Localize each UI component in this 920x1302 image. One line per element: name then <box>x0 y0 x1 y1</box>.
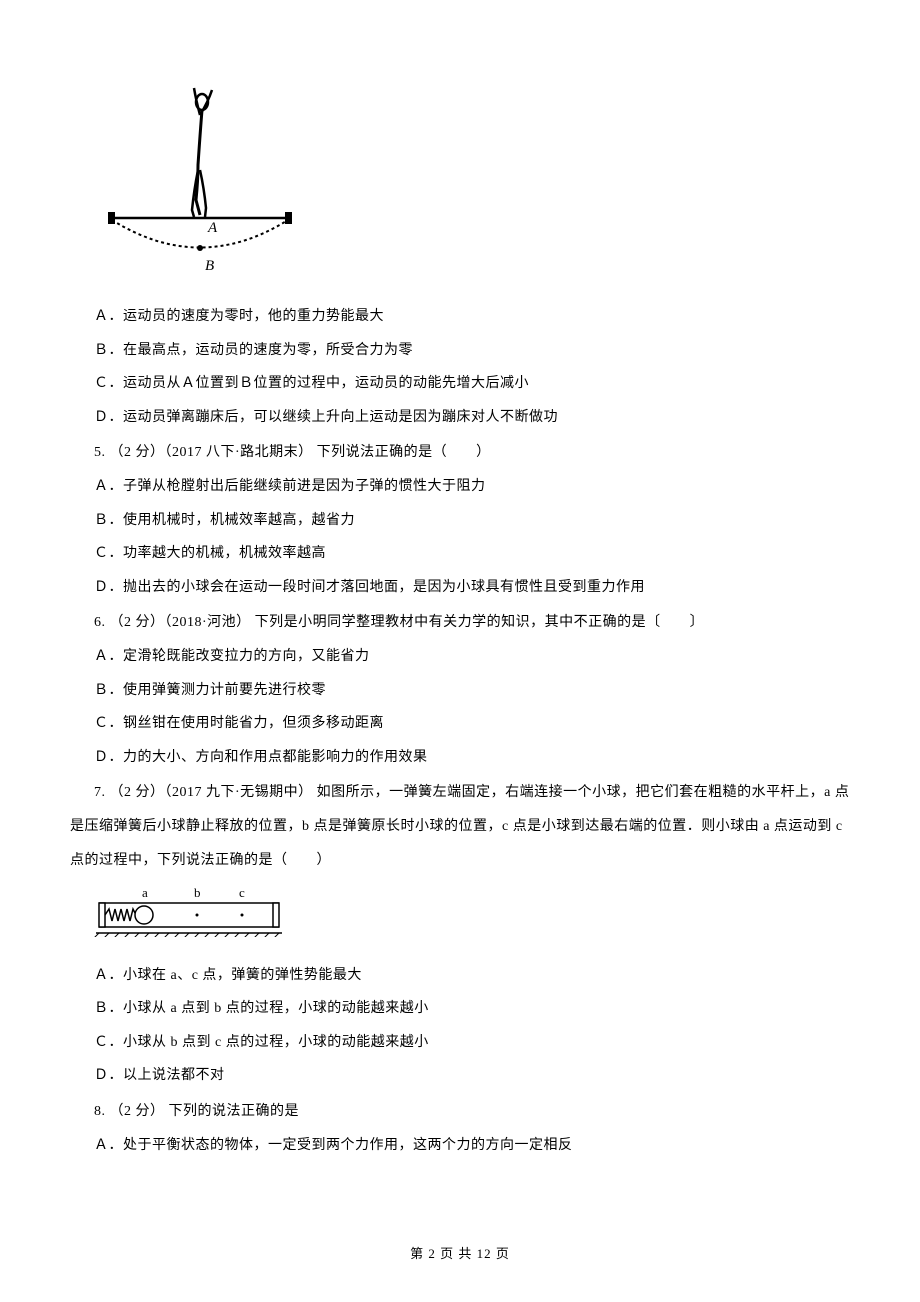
q6-option-d: Ｄ．力的大小、方向和作用点都能影响力的作用效果 <box>94 741 850 775</box>
q6-option-b: Ｂ．使用弹簧测力计前要先进行校零 <box>94 674 850 708</box>
page-footer: 第 2 页 共 12 页 <box>0 1243 920 1262</box>
q5-option-c: Ｃ．功率越大的机械，机械效率越高 <box>94 537 850 571</box>
q8-option-a: Ａ．处于平衡状态的物体，一定受到两个力作用，这两个力的方向一定相反 <box>94 1129 850 1163</box>
q5-option-a: Ａ．子弹从枪膛射出后能继续前进是因为子弹的惯性大于阻力 <box>94 470 850 504</box>
q7-option-d: Ｄ．以上说法都不对 <box>94 1059 850 1093</box>
page-content: Ａ．运动员的速度为零时，他的重力势能最大 Ｂ．在最高点，运动员的速度为零，所受合… <box>70 300 850 1162</box>
spring-figure: a b c <box>94 885 850 951</box>
trampoline-label-a: A <box>207 220 218 236</box>
trampoline-label-b: B <box>205 258 214 274</box>
spring-label-b: b <box>194 885 201 900</box>
q4-option-b: Ｂ．在最高点，运动员的速度为零，所受合力为零 <box>94 334 850 368</box>
q5-option-b: Ｂ．使用机械时，机械效率越高，越省力 <box>94 504 850 538</box>
q6-option-c: Ｃ．钢丝钳在使用时能省力，但须多移动距离 <box>94 707 850 741</box>
q7-option-c: Ｃ．小球从 b 点到 c 点的过程，小球的动能越来越小 <box>94 1026 850 1060</box>
q4-option-d: Ｄ．运动员弹离蹦床后，可以继续上升向上运动是因为蹦床对人不断做功 <box>94 401 850 435</box>
q7-option-a: Ａ．小球在 a、c 点，弹簧的弹性势能最大 <box>94 959 850 993</box>
q7-stem: 7. （2 分）（2017 九下·无锡期中） 如图所示，一弹簧左端固定，右端连接… <box>70 776 850 877</box>
q4-option-c: Ｃ．运动员从Ａ位置到Ｂ位置的过程中，运动员的动能先增大后减小 <box>94 367 850 401</box>
spring-label-a: a <box>142 885 148 900</box>
q5-stem: 5. （2 分）（2017 八下·路北期末） 下列说法正确的是（ ） <box>94 436 850 470</box>
q6-stem: 6. （2 分）（2018·河池） 下列是小明同学整理教材中有关力学的知识，其中… <box>94 606 850 640</box>
q6-option-a: Ａ．定滑轮既能改变拉力的方向，又能省力 <box>94 640 850 674</box>
q4-option-a: Ａ．运动员的速度为零时，他的重力势能最大 <box>94 300 850 334</box>
spring-label-c: c <box>239 885 245 900</box>
trampoline-figure: A B <box>90 80 850 285</box>
q5-option-d: Ｄ．抛出去的小球会在运动一段时间才落回地面，是因为小球具有惯性且受到重力作用 <box>94 571 850 605</box>
q7-option-b: Ｂ．小球从 a 点到 b 点的过程，小球的动能越来越小 <box>94 992 850 1026</box>
q8-stem: 8. （2 分） 下列的说法正确的是 <box>94 1095 850 1129</box>
